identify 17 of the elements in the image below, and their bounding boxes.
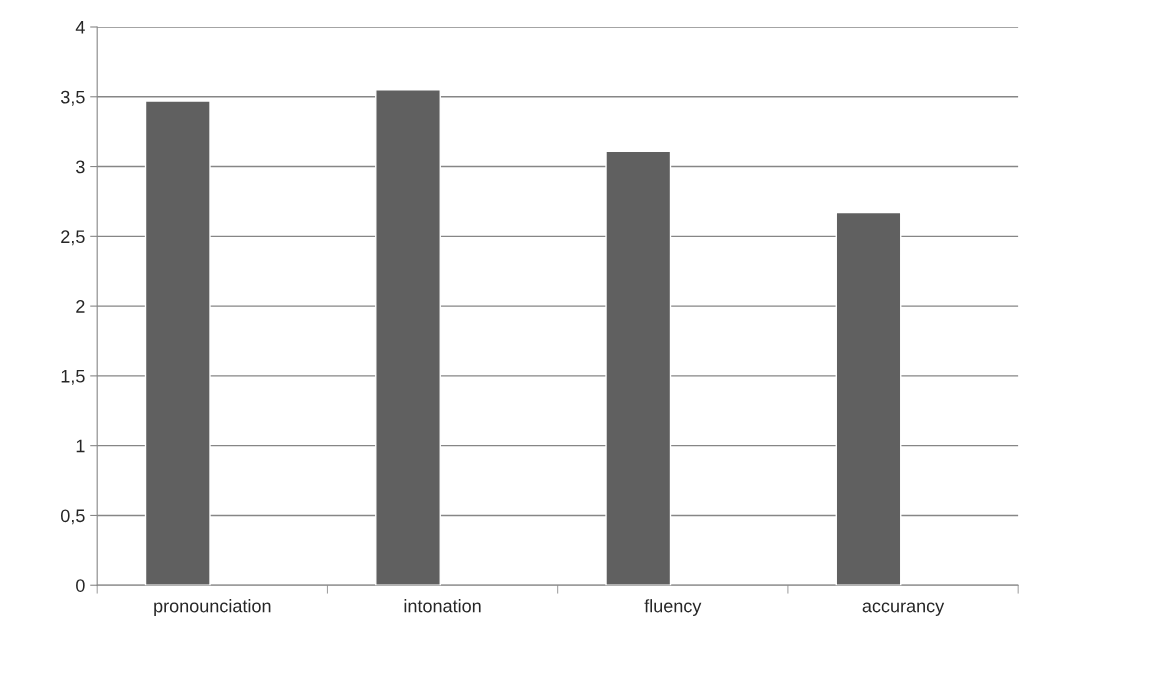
y-tick-label: 1,5	[61, 370, 85, 385]
x-tick-label: fluency	[644, 599, 702, 616]
y-tick-label: 2	[76, 300, 85, 313]
y-tick-label: 1	[76, 439, 85, 453]
bar	[605, 150, 672, 586]
bar	[144, 100, 211, 586]
y-tick-label: 3,5	[60, 90, 85, 106]
y-tick-label: 0,5	[60, 509, 85, 525]
x-tick-label: pronounciation	[154, 599, 271, 616]
bar	[835, 211, 902, 586]
y-tick-label: 0	[76, 579, 85, 592]
x-tick-label: accurancy	[862, 602, 945, 616]
bar	[375, 89, 441, 586]
y-tick-label: 4	[75, 21, 85, 34]
y-tick-label: 2,5	[61, 230, 85, 246]
y-tick-label: 3	[76, 160, 85, 174]
x-tick-label: intonation	[404, 599, 481, 613]
